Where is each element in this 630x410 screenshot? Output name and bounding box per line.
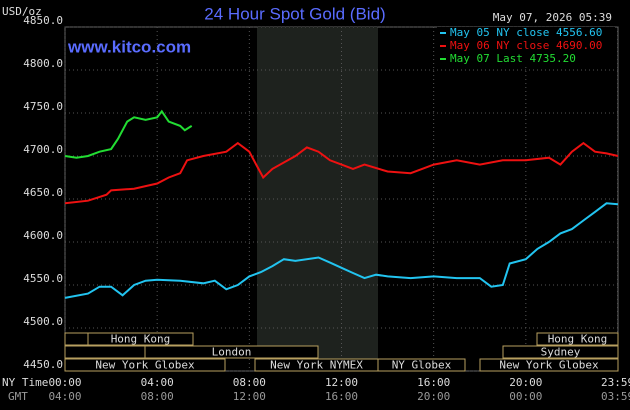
x-tick-label: 20:00: [509, 376, 542, 389]
session-box: [64, 358, 226, 372]
session-box: [479, 358, 619, 372]
x2-tick-label: 20:00: [417, 390, 450, 403]
legend-label: May 07 Last 4735.20: [450, 52, 576, 65]
session-box: [502, 345, 619, 359]
session-label: Hong Kong: [548, 333, 608, 346]
y-tick-label: 4750.0: [23, 100, 63, 113]
x-tick-label: 12:00: [325, 376, 358, 389]
session-label: New York NYMEX: [270, 359, 363, 372]
legend-label: May 05 NY close 4556.60: [450, 26, 602, 39]
legend-label: May 06 NY close 4690.00: [450, 39, 602, 52]
x2-tick-label: 16:00: [325, 390, 358, 403]
session-label: Sydney: [541, 346, 581, 359]
y-axis-label: USD/oz: [2, 5, 42, 18]
session-label: NY Globex: [392, 359, 452, 372]
session-box: [87, 332, 194, 346]
y-tick-label: 4600.0: [23, 229, 63, 242]
session-box: [144, 345, 319, 359]
x-row-label: GMT: [8, 390, 28, 403]
session-label: New York Globex: [499, 359, 599, 372]
y-tick-label: 4700.0: [23, 143, 63, 156]
x-row-label: NY Time: [2, 376, 48, 389]
price-line: [64, 109, 193, 159]
watermark: www.kitco.com: [67, 37, 191, 56]
x2-tick-label: 04:00: [48, 390, 81, 403]
x-tick-label: 16:00: [417, 376, 450, 389]
y-tick-label: 4800.0: [23, 57, 63, 70]
x2-tick-label: 08:00: [141, 390, 174, 403]
session-box: [64, 332, 89, 346]
x-tick-label: 08:00: [233, 376, 266, 389]
x2-tick-label: 00:00: [509, 390, 542, 403]
session-label: Hong Kong: [111, 333, 171, 346]
y-tick-label: 4450.0: [23, 358, 63, 371]
session-box: [64, 345, 146, 359]
session-label: London: [212, 346, 252, 359]
chart-title: 24 Hour Spot Gold (Bid): [204, 4, 385, 23]
y-tick-label: 4550.0: [23, 272, 63, 285]
y-tick-label: 4500.0: [23, 315, 63, 328]
chart-subtitle: May 07, 2026 05:39: [493, 11, 612, 24]
session-box: [377, 358, 466, 372]
session-label: New York Globex: [95, 359, 195, 372]
x2-tick-label: 12:00: [233, 390, 266, 403]
y-tick-label: 4850.0: [23, 14, 63, 27]
x2-tick-label: 03:59: [601, 390, 630, 403]
x-tick-label: 00:00: [48, 376, 81, 389]
y-tick-label: 4650.0: [23, 186, 63, 199]
price-line: [64, 141, 619, 205]
legend-box: [437, 27, 615, 67]
session-box: [536, 332, 619, 346]
x-tick-label: 04:00: [141, 376, 174, 389]
price-line: [64, 202, 619, 299]
x-tick-label: 23:59: [601, 376, 630, 389]
